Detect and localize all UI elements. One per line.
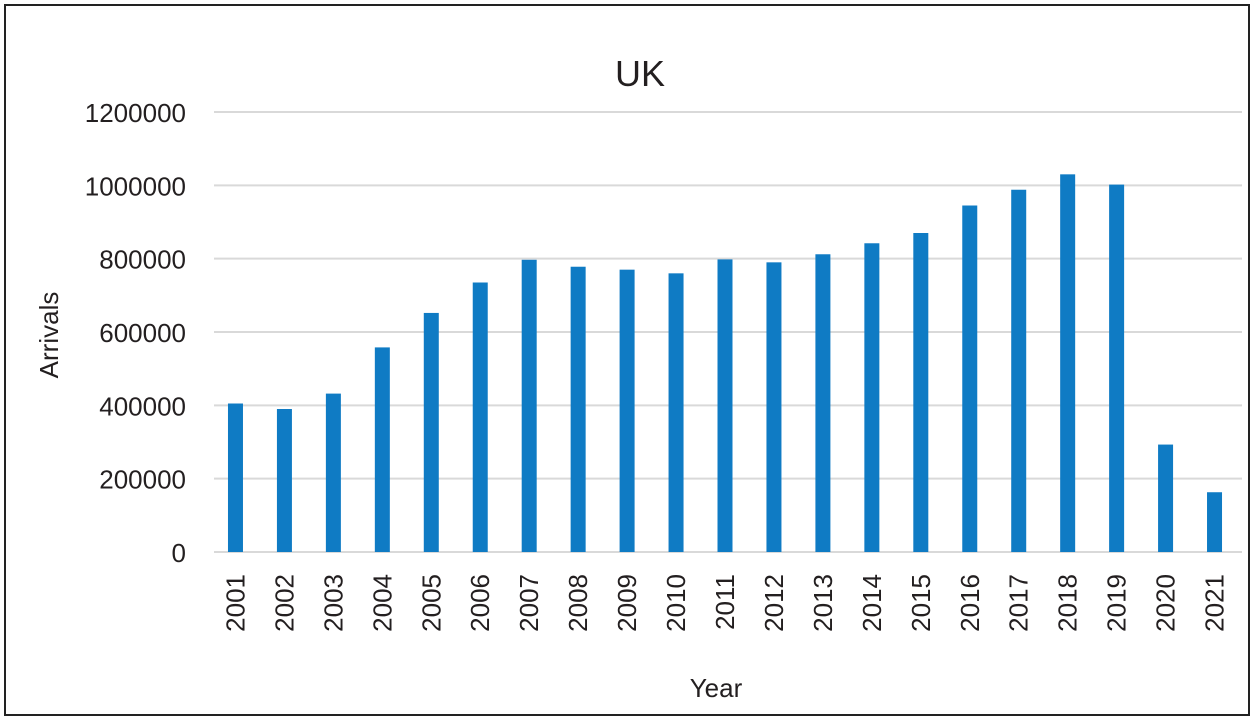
bar <box>1011 189 1027 552</box>
x-tick-label: 2017 <box>1004 574 1034 632</box>
x-axis-label: Year <box>690 673 743 703</box>
x-tick-label: 2014 <box>857 574 887 632</box>
bar <box>668 273 684 552</box>
bar <box>1060 174 1076 553</box>
x-tick-label: 2010 <box>661 574 691 632</box>
bar <box>423 312 439 552</box>
bar <box>570 266 586 552</box>
x-tick-label: 2013 <box>808 574 838 632</box>
x-tick-label: 2021 <box>1200 574 1230 632</box>
y-axis-label: Arrivals <box>34 292 64 379</box>
bar <box>472 282 488 552</box>
y-tick-label: 1200000 <box>85 98 186 128</box>
x-tick-label: 2004 <box>367 574 397 632</box>
chart-title: UK <box>615 53 665 94</box>
x-tick-label: 2009 <box>612 574 642 632</box>
x-tick-label: 2016 <box>955 574 985 632</box>
x-tick-label: 2007 <box>514 574 544 632</box>
bar <box>815 254 831 552</box>
y-tick-label: 200000 <box>99 465 186 495</box>
bar <box>1158 444 1174 552</box>
x-tick-label: 2006 <box>465 574 495 632</box>
chart-frame: UK 0 200000 400000 600000 800000 1000000 12000… <box>4 4 1250 716</box>
x-tick-label: 2012 <box>759 574 789 632</box>
x-tick-label: 2001 <box>220 574 250 632</box>
bar <box>1109 184 1125 552</box>
x-tick-label: 2002 <box>269 574 299 632</box>
bar <box>619 269 635 552</box>
bars <box>227 174 1223 553</box>
bar <box>864 243 880 552</box>
bar <box>962 205 978 552</box>
x-tick-label: 2020 <box>1151 574 1181 632</box>
bar-chart: UK 0 200000 400000 600000 800000 1000000 12000… <box>34 53 1242 703</box>
x-tick-label: 2015 <box>906 574 936 632</box>
y-tick-label: 600000 <box>99 318 186 348</box>
x-tick-label: 2005 <box>416 574 446 632</box>
bar <box>717 259 733 552</box>
bar <box>913 233 929 552</box>
x-tick-label: 2003 <box>318 574 348 632</box>
x-tick-label: 2008 <box>563 574 593 632</box>
bar <box>325 393 341 552</box>
bar <box>521 259 537 552</box>
y-tick-label: 1000000 <box>85 171 186 201</box>
y-tick-label: 0 <box>172 538 186 568</box>
y-tick-label: 800000 <box>99 245 186 275</box>
y-tick-label: 400000 <box>99 391 186 421</box>
y-axis-ticks: 0 200000 400000 600000 800000 1000000 1200000 <box>85 98 186 568</box>
bar <box>227 403 243 552</box>
bar <box>1207 492 1223 552</box>
x-tick-label: 2018 <box>1053 574 1083 632</box>
x-tick-label: 2019 <box>1102 574 1132 632</box>
bar <box>766 262 782 552</box>
x-tick-label: 2011 <box>710 574 740 630</box>
bar <box>276 409 292 552</box>
bar <box>374 347 390 552</box>
x-axis-ticks: 2001 2002 2003 2004 2005 2006 2007 2008 2009 2010… <box>220 574 1229 632</box>
